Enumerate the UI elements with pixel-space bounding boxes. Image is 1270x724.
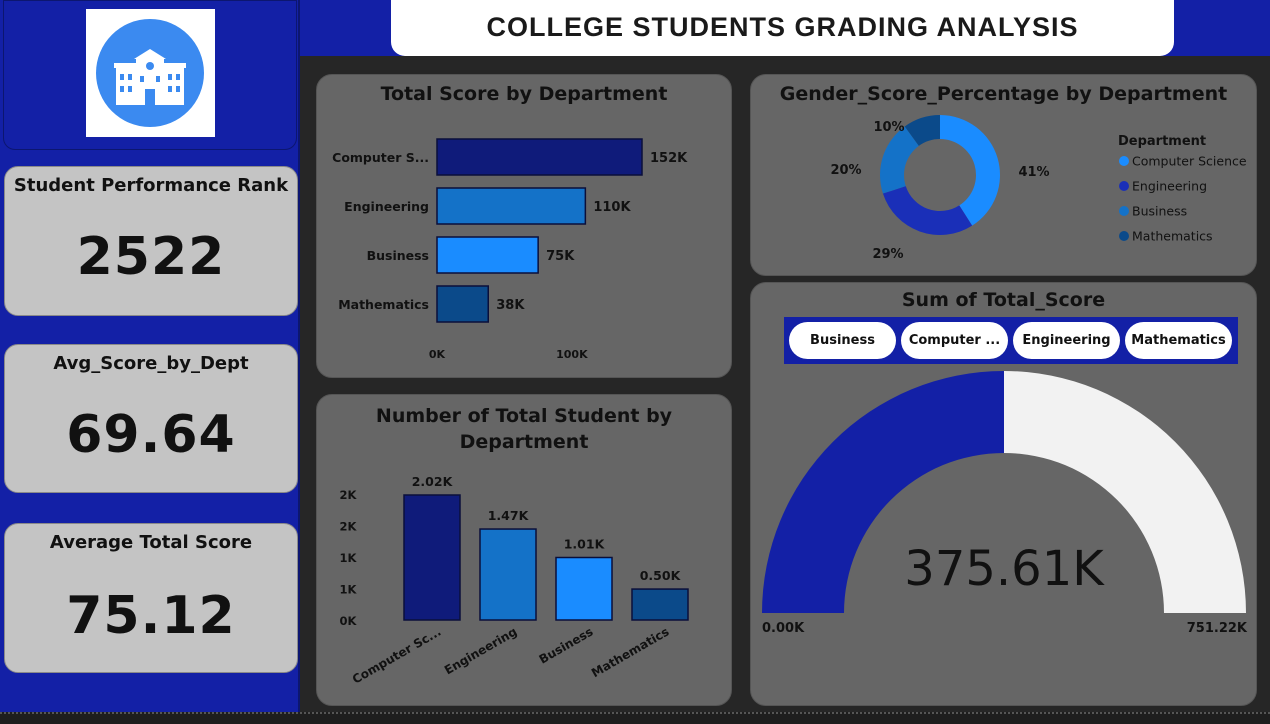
data-label: 20% [830, 163, 861, 178]
bottom-strip [0, 712, 1270, 724]
kpi-value: 75.12 [66, 586, 236, 646]
bar [479, 528, 537, 621]
chart-title: Number of Total Student by Department [317, 403, 731, 455]
chart-title-line2: Department [459, 431, 589, 453]
category-label: Business [367, 248, 429, 263]
tick-label: 1K [340, 583, 358, 597]
bar [436, 138, 643, 176]
slicer-chip-business[interactable]: Business [789, 322, 896, 359]
data-label: 1.47K [488, 508, 530, 523]
gauge-max-label: 751.22K [1187, 621, 1248, 636]
legend-label: Business [1132, 204, 1187, 219]
student-count-chart-card[interactable]: Number of Total Student by Department 2K… [316, 394, 732, 706]
data-label: 1.01K [564, 537, 606, 552]
kpi-title: Average Total Score [49, 532, 253, 553]
legend-marker [1119, 231, 1129, 241]
legend-marker [1119, 206, 1129, 216]
gauge-remaining [1004, 371, 1246, 613]
data-label: 152K [650, 151, 688, 166]
donut-slice [904, 115, 940, 146]
category-label: Engineering [344, 199, 429, 214]
legend-marker [1119, 156, 1129, 166]
total-score-gauge: 375.61K 0.00K 751.22K [762, 371, 1248, 636]
kpi-card-average-total-score: Average Total Score 75.12 [4, 523, 298, 673]
legend-label: Mathematics [1132, 229, 1213, 244]
tick-label: 2K [340, 488, 358, 502]
legend-title: Department [1118, 134, 1206, 149]
gauge-fill [762, 371, 1004, 613]
donut-slice [940, 115, 1000, 226]
department-slicer: Business Computer ... Engineering Mathem… [784, 317, 1238, 364]
bar [436, 285, 489, 323]
page-title: COLLEGE STUDENTS GRADING ANALYSIS [486, 12, 1079, 42]
category-label: Computer S... [332, 150, 429, 165]
tick-label: 2K [340, 520, 358, 534]
category-label: Mathematics [589, 624, 671, 680]
donut-slice [882, 186, 973, 236]
tick-label: 100K [556, 348, 588, 361]
chart-title: Sum of Total_Score [901, 289, 1106, 311]
data-label: 41% [1018, 165, 1049, 180]
data-label: 2.02K [412, 474, 454, 489]
kpi-value: 69.64 [66, 405, 236, 465]
slicer-chip-mathematics[interactable]: Mathematics [1125, 322, 1232, 359]
bar [555, 556, 613, 621]
kpi-value: 2522 [76, 227, 226, 287]
total-score-bar-chart: Computer S... 152K Engineering 110K Business… [332, 138, 688, 361]
chart-title: Total Score by Department [380, 83, 668, 105]
category-label: Mathematics [338, 297, 429, 312]
tick-label: 0K [340, 614, 358, 628]
gender-score-donut-chart: 41% 29% 20% 10% Department Computer Science En… [830, 115, 1247, 262]
bar [436, 236, 539, 274]
kpi-card-performance-rank: Student Performance Rank 2522 [4, 166, 298, 316]
data-label: 29% [872, 247, 903, 262]
kpi-card-avg-score-by-dept: Avg_Score_by_Dept 69.64 [4, 344, 298, 493]
gender-score-chart-card[interactable]: Gender_Score_Percentage by Department 41… [750, 74, 1257, 276]
category-label: Business [537, 624, 596, 666]
title-banner: COLLEGE STUDENTS GRADING ANALYSIS [391, 0, 1174, 56]
chart-title-line1: Number of Total Student by [375, 405, 673, 427]
kpi-title: Student Performance Rank [13, 175, 289, 196]
bar [631, 588, 689, 621]
gauge-min-label: 0.00K [762, 621, 805, 636]
data-label: 0.50K [640, 568, 682, 583]
legend-label: Engineering [1132, 179, 1207, 194]
data-label: 75K [546, 249, 575, 264]
legend-label: Computer Science [1132, 154, 1247, 169]
category-label: Engineering [442, 624, 520, 677]
data-label: 110K [593, 200, 631, 215]
kpi-title: Avg_Score_by_Dept [53, 353, 249, 374]
slicer-chip-engineering[interactable]: Engineering [1013, 322, 1120, 359]
slicer-chip-computer-science[interactable]: Computer ... [901, 322, 1008, 359]
school-building-icon [96, 19, 204, 127]
data-label: 38K [496, 298, 525, 313]
bar [403, 494, 461, 621]
donut-slice [880, 126, 919, 194]
category-label: Computer Sc... [350, 624, 444, 686]
logo [86, 9, 215, 137]
bar [436, 187, 587, 225]
student-count-bar-chart: 2K 2K 1K 1K 0K 2.02K Computer Sc... 1.47K Engine… [340, 474, 689, 687]
gauge-value: 375.61K [904, 541, 1105, 597]
total-score-chart-card[interactable]: Total Score by Department Computer S... 1… [316, 74, 732, 378]
chart-title: Gender_Score_Percentage by Department [779, 83, 1228, 105]
tick-label: 0K [429, 348, 446, 361]
tick-label: 1K [340, 551, 358, 565]
data-label: 10% [873, 120, 904, 135]
legend-marker [1119, 181, 1129, 191]
